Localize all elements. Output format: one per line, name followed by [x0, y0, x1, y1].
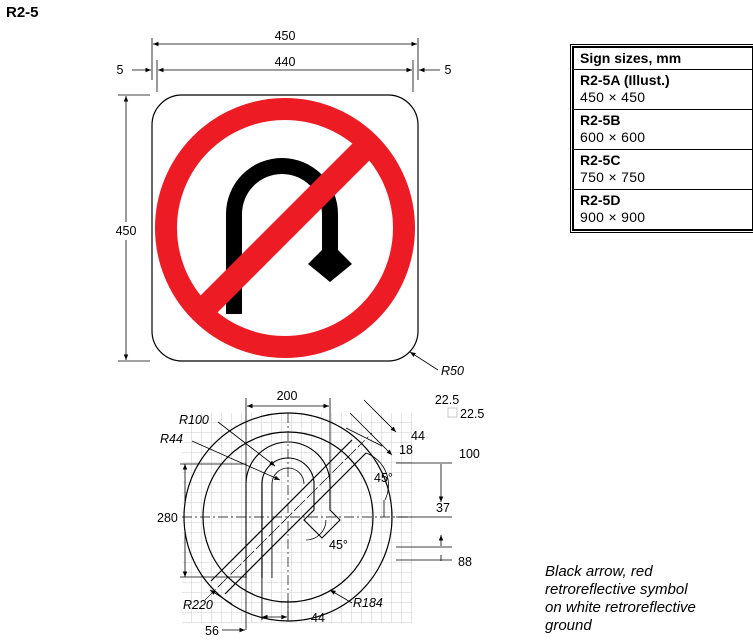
- dim-r44: R44: [160, 432, 183, 446]
- prohibition-ring: [155, 98, 415, 358]
- detail-dimension-lines: [180, 398, 458, 633]
- dim-grid-a: 22.5: [435, 393, 459, 407]
- note-line: ground: [545, 617, 592, 634]
- dim-200: 200: [277, 389, 298, 403]
- color-note: Black arrow, red retroreflective symbol …: [545, 563, 750, 635]
- sign-code: R2-5: [6, 4, 39, 21]
- sign-sizes-table: Sign sizes, mm R2-5A (Illust.) 450 × 450…: [572, 46, 753, 231]
- angle-top: 45°: [374, 471, 393, 485]
- construction-detail: [182, 412, 412, 623]
- dim-44-top: 44: [411, 429, 425, 443]
- size-value: 750 × 750: [580, 169, 646, 185]
- dim-r220: R220: [183, 598, 213, 612]
- dim-border-right: 5: [445, 63, 452, 77]
- corner-radius-leader: [409, 351, 439, 371]
- dim-88: 88: [458, 555, 472, 569]
- sizes-row: R2-5B 600 × 600: [574, 110, 752, 150]
- dim-border-left: 5: [117, 63, 124, 77]
- note-line: on white retroreflective: [545, 599, 696, 616]
- size-value: 600 × 600: [580, 129, 646, 145]
- size-variant: R2-5A (Illust.): [580, 72, 670, 88]
- dim-height: 450: [116, 224, 137, 238]
- sizes-row: R2-5A (Illust.) 450 × 450: [574, 70, 752, 110]
- sizes-table-header: Sign sizes, mm: [574, 48, 752, 70]
- dim-face-width: 440: [275, 55, 296, 69]
- size-variant: R2-5B: [580, 112, 621, 128]
- size-value: 450 × 450: [580, 89, 646, 105]
- height-dimension: [118, 94, 150, 362]
- dim-44-bottom: 44: [311, 611, 325, 625]
- size-value: 900 × 900: [580, 209, 646, 225]
- dim-280: 280: [157, 511, 178, 525]
- sizes-row: R2-5C 750 × 750: [574, 150, 752, 190]
- prohibition-bar: [192, 135, 378, 321]
- note-line: Black arrow, red: [545, 563, 653, 580]
- sizes-row: R2-5D 900 × 900: [574, 190, 752, 229]
- top-dimensions: [132, 38, 440, 92]
- dim-37: 37: [436, 501, 450, 515]
- note-line: retroreflective symbol: [545, 581, 688, 598]
- dim-r184: R184: [353, 596, 383, 610]
- angle-mid: 45°: [329, 538, 348, 552]
- dim-corner-radius: R50: [441, 364, 464, 378]
- dim-overall-width: 450: [275, 29, 296, 43]
- size-variant: R2-5C: [580, 152, 621, 168]
- dim-grid-b: 22.5: [460, 407, 484, 421]
- dim-18: 18: [399, 443, 413, 457]
- dim-100: 100: [459, 447, 480, 461]
- size-variant: R2-5D: [580, 192, 621, 208]
- sign-face: [151, 94, 419, 362]
- dim-r100: R100: [179, 413, 209, 427]
- dim-56: 56: [205, 624, 219, 638]
